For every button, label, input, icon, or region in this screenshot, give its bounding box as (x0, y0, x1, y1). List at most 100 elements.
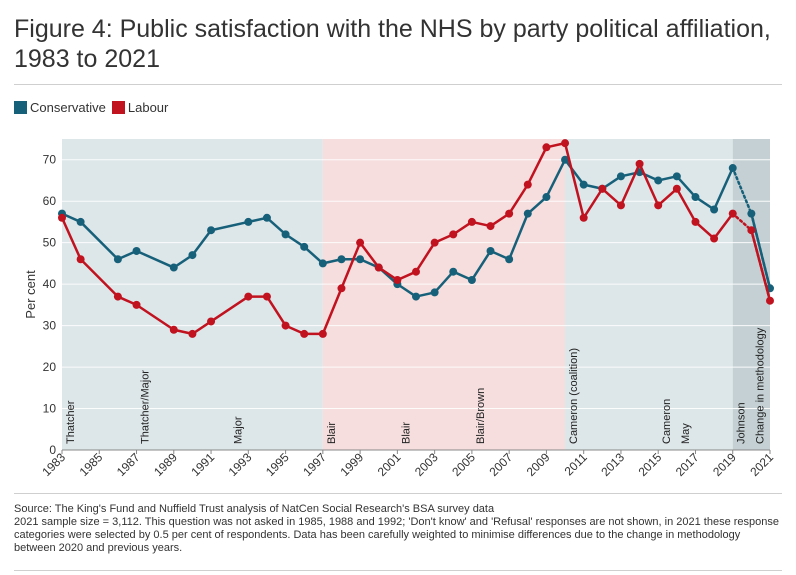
era-annotation: May (680, 423, 692, 444)
x-tick-label: 2007 (486, 450, 515, 479)
data-point-conservative (113, 255, 122, 264)
data-point-labour (747, 226, 756, 235)
data-point-conservative (505, 255, 514, 264)
data-point-labour (654, 201, 663, 210)
data-point-labour (542, 143, 551, 152)
data-point-labour (393, 275, 402, 284)
data-point-conservative (337, 255, 346, 264)
data-point-labour (766, 296, 774, 305)
data-point-labour (598, 184, 607, 193)
x-tick-label: 1983 (39, 450, 68, 479)
data-point-conservative (728, 164, 737, 173)
data-point-conservative (244, 217, 253, 226)
data-point-conservative (188, 251, 197, 260)
data-point-labour (430, 238, 439, 247)
data-point-labour (262, 292, 271, 301)
data-point-conservative (710, 205, 719, 214)
y-tick-label: 60 (43, 194, 57, 208)
data-point-labour (672, 184, 681, 193)
data-point-conservative (561, 155, 570, 164)
legend-label-conservative: Conservative (30, 100, 106, 115)
legend-item-labour[interactable]: Labour (111, 100, 169, 115)
legend-label-labour: Labour (127, 100, 169, 115)
x-tick-label: 2013 (598, 450, 627, 479)
data-point-labour (356, 238, 365, 247)
detail-note: 2021 sample size = 3,112. This question … (14, 516, 780, 554)
x-tick-label: 2001 (375, 450, 404, 479)
data-point-labour (728, 209, 737, 218)
legend-swatch-conservative (14, 101, 27, 114)
data-point-conservative (449, 267, 458, 276)
data-point-labour (710, 234, 719, 243)
era-annotation: Major (233, 416, 245, 444)
title-divider (14, 84, 782, 85)
y-tick-label: 30 (43, 319, 57, 333)
era-annotation: Change in methodology (754, 327, 766, 444)
data-point-conservative (654, 176, 663, 185)
data-point-conservative (207, 226, 216, 235)
x-tick-label: 1997 (300, 450, 329, 479)
line-chart: 0 10 20 30 40 50 60 70 Per cent 1983 1985 1987 1989 1… (23, 139, 776, 479)
era-annotation: Thatcher/Major (140, 370, 152, 444)
data-point-labour (616, 201, 625, 210)
x-tick-label: 1985 (77, 450, 106, 479)
x-tick-label: 1995 (263, 450, 292, 479)
data-point-labour (113, 292, 122, 301)
data-point-conservative (76, 217, 85, 226)
data-point-conservative (672, 172, 681, 181)
y-tick-label: 0 (49, 443, 56, 457)
data-point-labour (374, 263, 383, 272)
footer-divider (14, 570, 782, 571)
series-line-conservative (61, 158, 734, 298)
era-annotation: Blair (400, 422, 412, 444)
data-point-labour (244, 292, 253, 301)
data-point-conservative (616, 172, 625, 181)
chart-notes: Source: The King's Fund and Nuffield Tru… (14, 503, 784, 555)
data-point-labour (207, 317, 216, 326)
y-tick-label: 10 (43, 402, 57, 416)
data-point-conservative (300, 242, 309, 251)
data-point-conservative (467, 275, 476, 284)
x-tick-label: 2017 (673, 450, 702, 479)
notes-divider (14, 493, 782, 494)
data-point-labour (281, 321, 290, 330)
data-point-conservative (747, 209, 756, 218)
x-tick-label: 1993 (226, 450, 255, 479)
data-point-labour (467, 217, 476, 226)
series-line-final-conservative (750, 213, 772, 289)
x-tick-label: 1991 (188, 450, 217, 479)
era-annotation: Johnson (736, 402, 748, 444)
era-band-conservative (62, 139, 323, 450)
page-title: Figure 4: Public satisfaction with the N… (14, 15, 771, 73)
series-line-final-labour (750, 229, 772, 302)
data-point-labour (337, 284, 346, 293)
era-band-method (732, 139, 770, 450)
legend-swatch-labour (111, 101, 125, 114)
data-point-labour (318, 329, 327, 338)
x-tick-label: 2011 (562, 450, 590, 478)
data-point-conservative (579, 180, 588, 189)
data-point-labour (188, 329, 197, 338)
era-annotation: Thatcher (65, 400, 77, 444)
y-axis-label: Per cent (23, 270, 38, 319)
data-point-labour (561, 139, 570, 148)
data-point-conservative (486, 246, 495, 255)
y-tick-label: 40 (43, 277, 57, 291)
x-tick-label: 1989 (151, 450, 180, 479)
chart-legend: Conservative Labour (14, 100, 174, 115)
data-point-labour (449, 230, 458, 239)
data-point-conservative (412, 292, 420, 301)
y-tick-label: 20 (43, 360, 57, 374)
series-line-labour (60, 141, 734, 336)
y-tick-label: 70 (43, 153, 57, 167)
data-point-labour (691, 217, 700, 226)
legend-item-conservative[interactable]: Conservative (14, 100, 106, 115)
source-note: Source: The King's Fund and Nuffield Tru… (14, 503, 495, 515)
data-point-labour (486, 222, 495, 231)
data-point-conservative (169, 263, 178, 272)
x-tick-label: 1987 (114, 450, 143, 479)
data-point-conservative (430, 288, 439, 297)
data-point-conservative (318, 259, 327, 268)
x-tick-label: 2015 (636, 450, 665, 479)
data-point-labour (58, 213, 66, 222)
